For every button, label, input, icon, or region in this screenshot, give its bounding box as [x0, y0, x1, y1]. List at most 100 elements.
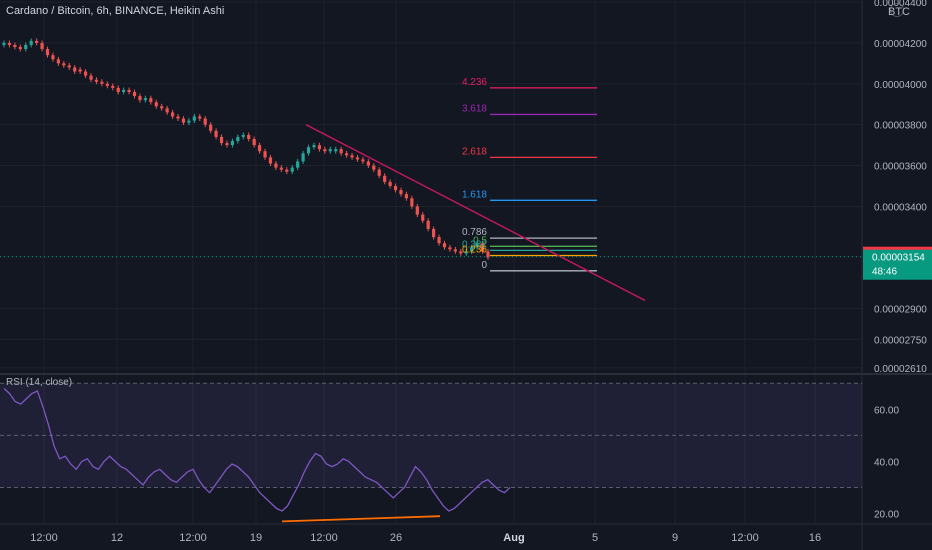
candle-body — [421, 214, 425, 221]
candle-body — [209, 124, 213, 131]
candle-body — [111, 85, 115, 88]
candle-body — [192, 116, 196, 121]
price-axis-label: 0.00002750 — [874, 335, 927, 346]
candle-body — [290, 167, 294, 172]
candle-body — [214, 130, 218, 137]
candle-body — [366, 161, 370, 166]
candle-body — [372, 165, 376, 170]
candle-body — [274, 163, 278, 168]
candle-body — [143, 98, 147, 101]
candle-body — [122, 89, 126, 92]
candle-body — [459, 251, 463, 254]
candle-body — [328, 149, 332, 152]
candle-body — [350, 155, 354, 158]
time-axis-label: 12 — [111, 532, 123, 544]
time-axis-label: 16 — [809, 532, 821, 544]
candle-body — [334, 149, 338, 152]
candle-body — [247, 134, 251, 139]
candle-body — [432, 228, 436, 238]
candle-body — [78, 69, 82, 72]
fib-level-label: 0.236 — [462, 244, 487, 255]
candle-body — [236, 136, 240, 142]
candle-body — [2, 42, 6, 45]
candle-body — [361, 159, 365, 162]
time-axis-label: 26 — [390, 532, 402, 544]
candle-body — [486, 251, 490, 258]
time-axis-label: Aug — [503, 532, 524, 544]
countdown-label: 48:46 — [872, 267, 897, 278]
candle-body — [116, 87, 120, 92]
fib-level-label: 1.618 — [462, 189, 487, 200]
price-axis-label: 0.00003800 — [874, 121, 927, 132]
candle-body — [73, 67, 77, 72]
candle-body — [448, 247, 452, 250]
candle-body — [138, 96, 142, 101]
price-axis-label: 0.00004200 — [874, 39, 927, 50]
fib-level-label: 0.382 — [462, 239, 487, 250]
candle-body — [45, 49, 50, 56]
rsi-label: RSI (14, close) — [6, 377, 73, 388]
candle-body — [160, 106, 164, 109]
rsi-axis-label: 60.00 — [874, 405, 899, 416]
candle-body — [100, 81, 104, 84]
currency-label: BTC — [888, 6, 910, 18]
candle-body — [285, 169, 289, 172]
candle-body — [312, 145, 316, 148]
candle-body — [410, 198, 414, 207]
candle-body — [399, 190, 403, 195]
candle-body — [301, 153, 305, 162]
price-label-green: 0.00003154 — [872, 253, 925, 264]
candle-body — [257, 145, 262, 152]
time-axis-label: 12:00 — [179, 532, 207, 544]
rsi-axis-label: 20.00 — [874, 510, 899, 521]
currency-icon — [890, 3, 904, 17]
price-axis-label: 0.00002900 — [874, 305, 927, 316]
candle-body — [40, 42, 44, 50]
chart-title: Cardano / Bitcoin, 6h, BINANCE, Heikin A… — [6, 5, 225, 17]
candle-body — [18, 47, 22, 50]
candle-body — [67, 65, 71, 68]
candle-body — [426, 220, 430, 229]
candle-body — [187, 120, 191, 123]
candle-body — [165, 108, 169, 113]
candle-body — [268, 157, 273, 164]
candle-body — [475, 243, 479, 248]
rsi-line — [3, 387, 511, 512]
price-axis-label: 0.00003600 — [874, 162, 927, 173]
candle-body — [241, 134, 245, 137]
candle-body — [470, 247, 474, 252]
time-axis-label: 19 — [250, 532, 262, 544]
candle-body — [181, 118, 186, 123]
time-axis-label: 9 — [672, 532, 678, 544]
fib-level-label: 4.236 — [462, 77, 487, 88]
candle-body — [35, 40, 39, 43]
candle-body — [94, 79, 99, 82]
candle-body — [383, 175, 387, 182]
candle-body — [83, 71, 88, 76]
candle-body — [225, 143, 229, 146]
candle-body — [388, 181, 392, 186]
candle-body — [345, 153, 349, 156]
candle-body — [323, 149, 327, 152]
fib-level-label: 3.618 — [462, 103, 487, 114]
candle-body — [296, 161, 300, 168]
candle-body — [13, 44, 17, 48]
candle-body — [480, 243, 485, 252]
candle-body — [355, 157, 360, 160]
candle-body — [263, 151, 267, 158]
candle-body — [453, 249, 457, 252]
time-axis-label: 12:00 — [731, 532, 759, 544]
candle-body — [132, 91, 137, 97]
price-axis-label: 0.00004000 — [874, 80, 927, 91]
fib-level-label: 2.618 — [462, 146, 487, 157]
candle-body — [230, 141, 235, 146]
candle-body — [442, 243, 447, 248]
candle-body — [252, 138, 256, 146]
candle-body — [306, 147, 311, 154]
candle-body — [377, 169, 381, 176]
candle-body — [89, 75, 93, 80]
candle-body — [149, 98, 153, 103]
